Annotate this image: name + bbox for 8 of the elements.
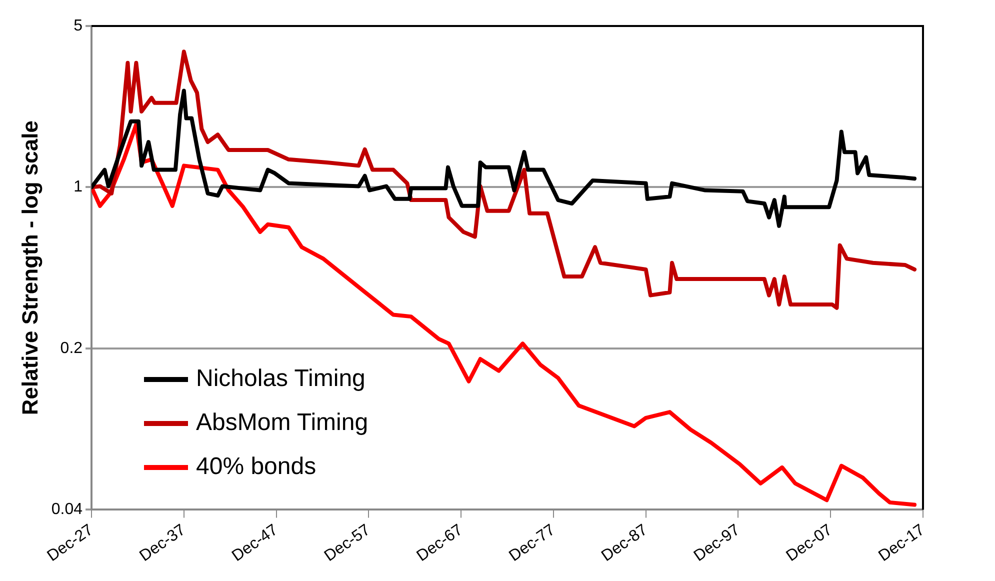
y-tick-label: 1 (74, 178, 83, 196)
y-axis-title: Relative Strength - log scale (17, 120, 42, 416)
legend-label: 40% bonds (196, 453, 316, 481)
legend-label: Nicholas Timing (196, 365, 366, 393)
legend-label: AbsMom Timing (196, 409, 368, 437)
y-tick-label: 0.2 (60, 340, 83, 357)
y-tick-label: 0.04 (51, 501, 83, 518)
y-tick-label: 5 (74, 17, 83, 34)
